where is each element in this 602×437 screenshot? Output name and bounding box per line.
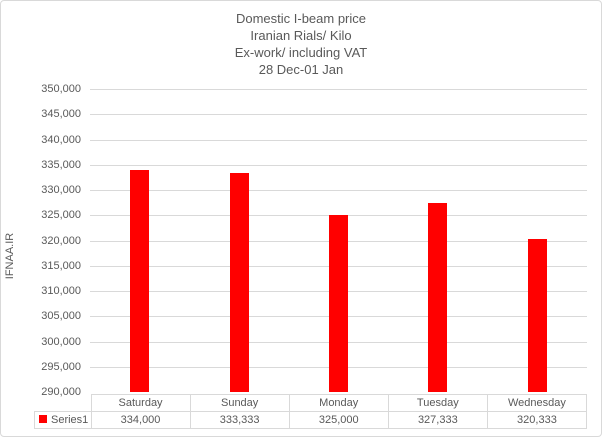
bar-wednesday — [528, 239, 547, 392]
gridline — [90, 140, 587, 141]
category-label: Sunday — [189, 394, 290, 412]
y-tick-label: 345,000 — [41, 108, 81, 120]
series1-value-cell: 333,333 — [189, 411, 290, 429]
chart-title-line: Domestic I-beam price — [235, 11, 367, 26]
y-tick-label: 320,000 — [41, 235, 81, 247]
category-label: Tuesday — [387, 394, 488, 412]
table-row-categories: Saturday Sunday Monday Tuesday Wednesday — [35, 394, 588, 412]
chart-title-line: Ex-work/ including VAT — [234, 45, 368, 60]
chart-title-line: Iranian Rials/ Kilo — [250, 28, 352, 43]
y-tick-label: 350,000 — [41, 83, 81, 95]
gridline — [90, 165, 587, 166]
category-label: Monday — [288, 394, 389, 412]
y-tick-label: 290,000 — [41, 386, 81, 398]
chart-title: Domestic I-beam price Iranian Rials/ Kilo… — [1, 10, 601, 78]
gridline — [90, 190, 587, 191]
series1-legend-label: Series1 — [51, 414, 89, 426]
table-corner-empty-cell — [35, 395, 92, 412]
bar-sunday — [230, 173, 249, 392]
y-tick-label: 315,000 — [41, 260, 81, 272]
gridline — [90, 114, 587, 115]
data-table: Saturday Sunday Monday Tuesday Wednesday Seri… — [34, 394, 588, 429]
y-tick-label: 305,000 — [41, 310, 81, 322]
series1-value-cell: 334,000 — [90, 411, 191, 429]
series1-value-cell: 325,000 — [288, 411, 389, 429]
series1-value-cell: 320,333 — [486, 411, 588, 429]
category-label: Wednesday — [486, 394, 588, 412]
y-tick-label: 325,000 — [41, 209, 81, 221]
gridline — [90, 89, 587, 90]
y-tick-label: 330,000 — [41, 184, 81, 196]
bar-tuesday — [428, 203, 447, 392]
series1-value-cell: 327,333 — [387, 411, 488, 429]
table-row-series1-values: Series1 334,000 333,333 325,000 327,333 320,3… — [34, 411, 588, 429]
y-tick-label: 295,000 — [41, 361, 81, 373]
bar-saturday — [130, 170, 149, 392]
series1-swatch-icon — [39, 415, 47, 424]
y-tick-label: 310,000 — [41, 285, 81, 297]
legend-key: Series1 — [34, 411, 92, 429]
y-tick-label: 300,000 — [41, 336, 81, 348]
bar-monday — [329, 215, 348, 392]
y-tick-label: 335,000 — [41, 159, 81, 171]
y-tick-label: 340,000 — [41, 134, 81, 146]
y-axis-title: IFNAA.IR — [4, 232, 16, 280]
chart-title-line: 28 Dec-01 Jan — [258, 62, 344, 77]
category-label: Saturday — [90, 394, 191, 412]
